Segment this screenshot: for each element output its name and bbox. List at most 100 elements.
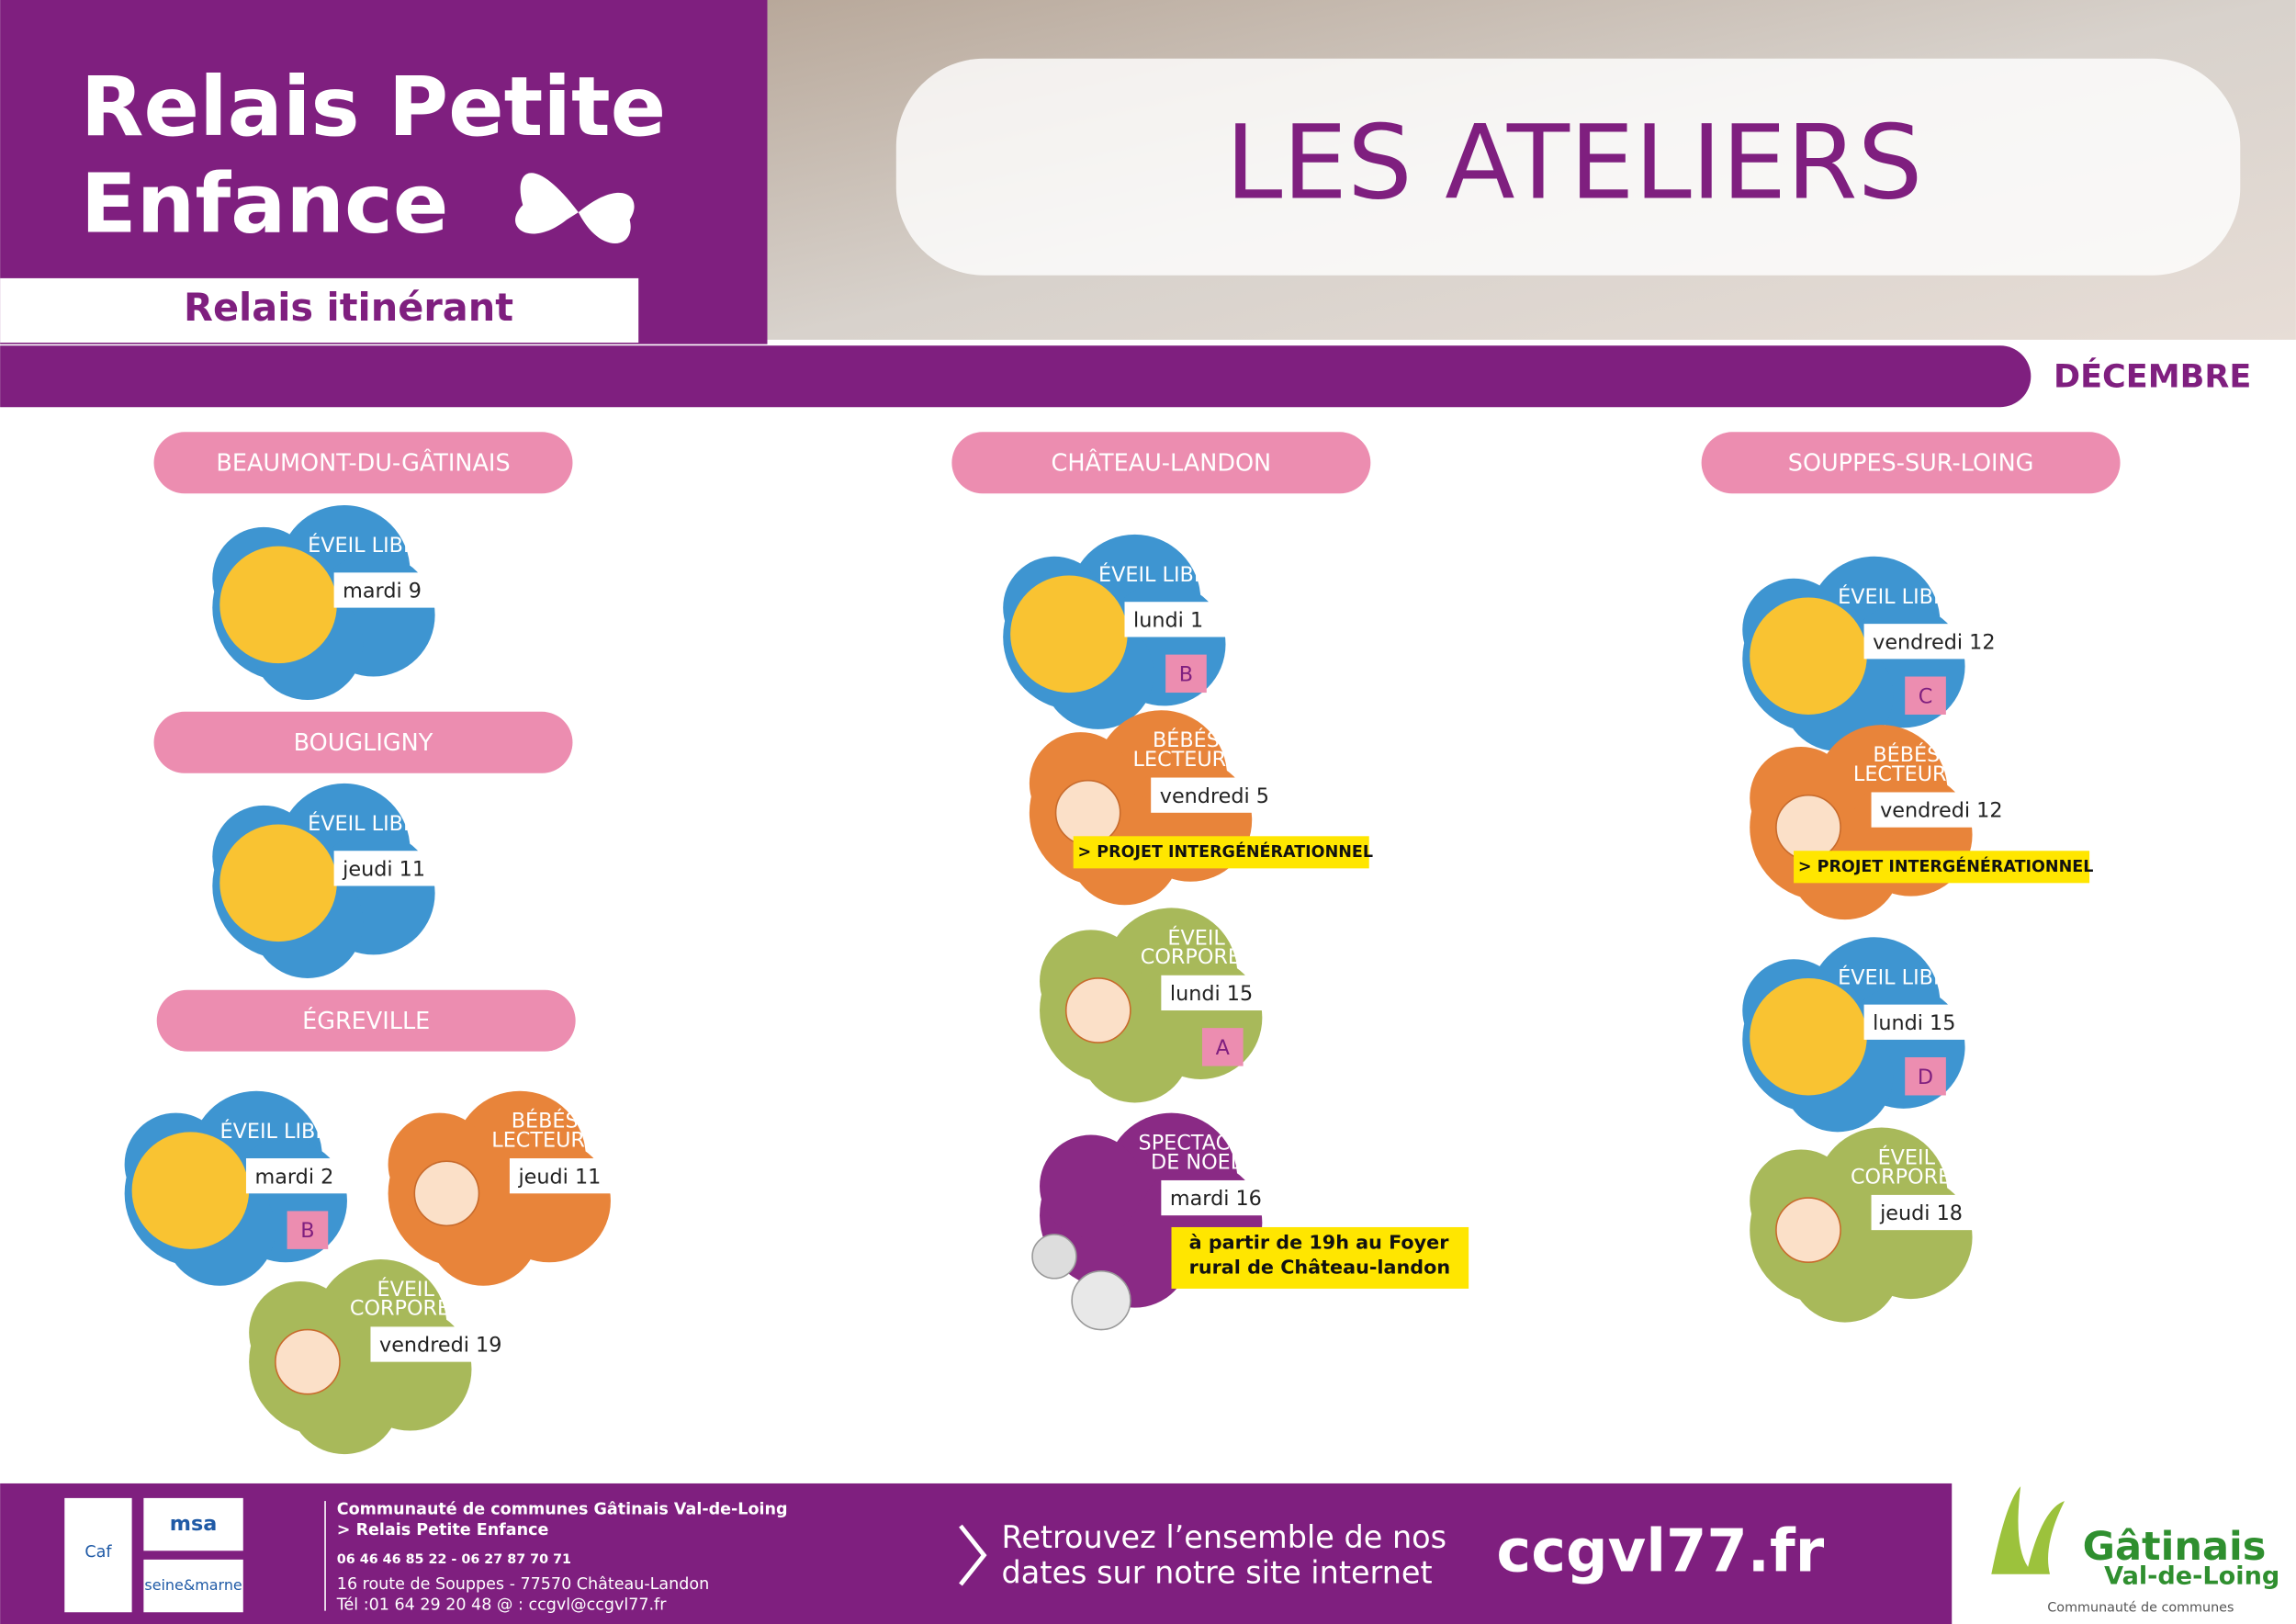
location-pill	[153, 432, 573, 494]
atelier-label: LECTEURS	[491, 1128, 598, 1152]
date-box	[1124, 602, 1239, 637]
logo-text: Gâtinais	[2083, 1524, 2267, 1570]
sun	[1750, 597, 1867, 715]
location-name: CHÂTEAU-LANDON	[1052, 449, 1272, 477]
subtitle-box	[0, 277, 639, 344]
atelier-letter: A	[1216, 1036, 1231, 1060]
location-pill	[153, 711, 573, 773]
sun	[1010, 575, 1128, 694]
footer-service: > Relais Petite Enfance	[337, 1521, 549, 1539]
letter-box	[1165, 654, 1207, 694]
subtitle: Relais itinérant	[184, 286, 513, 330]
footer-contact: Tél :01 64 29 20 48 @ : ccgvl@ccgvl77.fr	[336, 1596, 667, 1614]
footer-org: Communauté de communes Gâtinais Val-de-L…	[337, 1501, 788, 1519]
bauble	[1071, 1269, 1131, 1331]
sun	[131, 1132, 250, 1249]
atelier-letter: B	[300, 1219, 314, 1243]
footer-cta: Retrouvez l’ensemble de nos	[1002, 1519, 1447, 1555]
atelier-label: BÉBÉS	[1873, 741, 1940, 767]
location-pill	[1701, 432, 2121, 494]
sun	[1750, 977, 1867, 1096]
location-name: BEAUMONT-DU-GÂTINAIS	[216, 449, 510, 477]
content: BEAUMONT-DU-GÂTINAIS ÉVEIL LIBRE mardi 9 BO…	[124, 432, 2121, 1455]
banner-title: LES ATELIERS	[1225, 104, 1922, 223]
date-box	[333, 851, 448, 886]
atelier-day: vendredi 12	[1873, 630, 1995, 654]
atelier-letter: B	[1179, 662, 1193, 686]
partner-name: msa	[170, 1512, 218, 1536]
note-box	[1073, 836, 1369, 869]
logo-text: Communauté de communes	[2047, 1600, 2234, 1615]
atelier-label: ÉVEIL LIBRE	[1098, 561, 1221, 587]
note-box	[1171, 1226, 1469, 1289]
bauble	[1031, 1234, 1077, 1280]
atelier-day: mardi 2	[255, 1165, 334, 1189]
date-box	[370, 1326, 485, 1362]
date-box	[245, 1158, 361, 1194]
atelier-letter: C	[1919, 684, 1933, 708]
partner-name: Caf	[84, 1543, 112, 1562]
location-pill	[156, 989, 576, 1052]
logo-grass	[1991, 1486, 2065, 1574]
chevron	[959, 1524, 987, 1586]
title-line: Enfance	[81, 156, 449, 252]
atelier-label: LECTEURS	[1133, 748, 1240, 772]
footer-phones: 06 46 46 85 22 - 06 27 87 70 71	[337, 1552, 571, 1567]
atelier-day: vendredi 19	[379, 1334, 501, 1358]
cloud	[1040, 1134, 1142, 1238]
atelier-day: lundi 1	[1133, 608, 1203, 632]
atelier-label: ÉVEIL	[1167, 924, 1225, 950]
letter-box	[1905, 676, 1946, 715]
date-box	[333, 572, 448, 608]
atelier-label: SPECTACLE	[1139, 1132, 1255, 1156]
footer-address: 16 route de Souppes - 77570 Château-Land…	[337, 1575, 709, 1594]
atelier-day: jeudi 11	[517, 1165, 601, 1189]
sun	[219, 546, 337, 664]
atelier-label: ÉVEIL LIBRE	[1838, 583, 1960, 609]
letter-box	[1201, 1028, 1244, 1066]
atelier-day: jeudi 11	[342, 857, 425, 881]
atelier-label: DE NOEL	[1151, 1150, 1243, 1174]
location-pill	[951, 432, 1371, 494]
atelier-label: ÉVEIL LIBRE	[308, 532, 430, 558]
atelier-day: mardi 9	[343, 580, 422, 603]
atelier-label: ÉVEIL LIBRE	[220, 1118, 343, 1144]
date-box	[1863, 1004, 1978, 1040]
date-box	[1871, 1194, 1986, 1231]
title-line: Relais Petite	[81, 60, 666, 155]
location-name: ÉGREVILLE	[302, 1008, 430, 1035]
child	[1054, 779, 1121, 846]
date-box	[1871, 792, 1986, 828]
partner-logo	[143, 1559, 243, 1613]
month-bar	[0, 345, 2032, 408]
month: DÉCEMBRE	[2054, 356, 2251, 395]
date-box	[1161, 975, 1276, 1011]
partner-name: seine&marne	[144, 1576, 242, 1594]
atelier-label: ÉVEIL	[1878, 1145, 1936, 1170]
atelier-label: ÉVEIL	[377, 1276, 435, 1302]
atelier-day: vendredi 12	[1880, 799, 2002, 823]
atelier-label: BÉBÉS	[1153, 727, 1220, 752]
letter-box	[287, 1211, 329, 1249]
atelier-note: à partir de 19h au Foyer	[1189, 1232, 1450, 1254]
atelier-day: mardi 16	[1170, 1187, 1262, 1211]
footer-site: ccgvl77.fr	[1496, 1518, 1824, 1586]
date-box	[509, 1158, 625, 1194]
atelier-label: LECTEURS	[1853, 762, 1960, 786]
atelier-letter: D	[1918, 1066, 1933, 1089]
date-box	[1863, 624, 1978, 660]
atelier-label: BÉBÉS	[512, 1108, 579, 1133]
child	[1064, 977, 1131, 1043]
banner-box	[895, 58, 2241, 276]
letter-box	[1905, 1057, 1946, 1096]
atelier-label: ÉVEIL LIBRE	[1838, 964, 1960, 989]
partner-logo	[143, 1497, 243, 1551]
butterfly	[515, 173, 635, 244]
atelier-day: lundi 15	[1170, 982, 1253, 1006]
atelier-note: rural de Château-landon	[1189, 1257, 1450, 1279]
atelier-label: CORPOREL	[1851, 1165, 1963, 1189]
atelier-label: ÉVEIL LIBRE	[308, 810, 430, 836]
child	[1775, 794, 1841, 861]
atelier-note: > PROJET INTERGÉNÉRATIONNEL	[1798, 856, 2094, 876]
